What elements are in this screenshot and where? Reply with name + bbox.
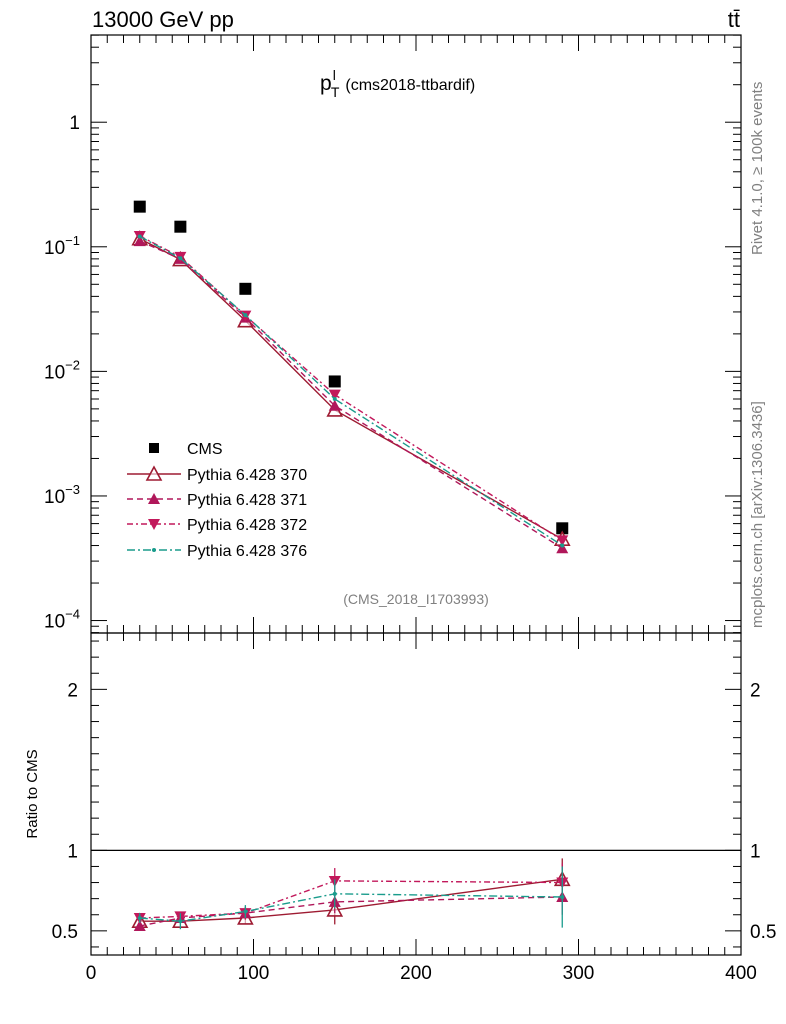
ratio-series-layer (131, 858, 571, 932)
legend-label-370: Pythia 6.428 370 (187, 467, 307, 484)
ratio-line-3 (139, 893, 563, 922)
legend-label-372: Pythia 6.428 372 (187, 517, 307, 534)
ratio-y-tick-labels: 0.5 1 2 0.5 1 2 (52, 680, 777, 943)
point-s4-1 (178, 256, 183, 261)
process-label: tt̄ (728, 7, 740, 32)
ratio-point-s3-4 (560, 895, 565, 900)
ratio-ytick-left-1: 1 (67, 841, 78, 862)
ratio-ytick-right-1: 1 (750, 841, 761, 862)
legend-symbol-2 (148, 493, 160, 504)
legend-label-371: Pythia 6.428 371 (187, 492, 307, 509)
ratio-point-s1-0 (133, 920, 146, 932)
point-s0-2 (239, 282, 252, 295)
ytick-label-1: 1 (69, 113, 80, 134)
ratio-point-s3-1 (178, 919, 183, 924)
xtick-label-200: 200 (400, 963, 432, 984)
point-s0-0 (133, 200, 146, 213)
ratio-line-0 (139, 878, 563, 922)
ratio-line-1 (139, 896, 563, 927)
xtick-label-300: 300 (563, 963, 595, 984)
ratio-point-s3-3 (332, 891, 337, 896)
energy-label: 13000 GeV pp (92, 7, 234, 32)
ytick-label-1e-4: 10−4 (44, 607, 80, 633)
ratio-ytick-left-2: 2 (67, 680, 78, 701)
ratio-line-2 (139, 880, 563, 919)
legend-symbol-4 (152, 548, 156, 552)
ytick-label-1e-2: 10−2 (44, 357, 80, 383)
legend-label-376: Pythia 6.428 376 (187, 543, 307, 560)
point-s0-1 (174, 220, 187, 233)
point-s4-0 (137, 234, 142, 239)
point-s4-2 (243, 313, 248, 318)
point-s3-3 (328, 389, 341, 401)
series-line-3 (139, 235, 563, 541)
x-tick-labels: 0 100 200 300 400 (86, 963, 757, 984)
point-s2-3 (328, 399, 341, 411)
point-s2-4 (556, 542, 569, 554)
ratio-y-axis-label: Ratio to CMS (24, 749, 41, 838)
ratio-ytick-left-0.5: 0.5 (52, 922, 78, 943)
legend-symbol-0 (149, 443, 159, 453)
point-s4-4 (560, 543, 565, 548)
ratio-point-s3-2 (243, 909, 248, 914)
x-axis-ticks (90, 35, 742, 955)
legend: CMS Pythia 6.428 370 Pythia 6.428 371 Py… (127, 441, 307, 560)
legend-symbol-1 (145, 465, 163, 481)
xtick-label-100: 100 (238, 963, 270, 984)
main-series-layer (131, 200, 571, 554)
ratio-ytick-right-0.5: 0.5 (750, 922, 776, 943)
legend-symbols (127, 443, 181, 552)
ratio-point-s3-0 (137, 915, 142, 920)
ytick-label-1e-1: 10−1 (44, 233, 80, 259)
point-s3-4 (556, 535, 569, 547)
point-s0-3 (328, 375, 341, 388)
legend-label-cms: CMS (187, 441, 223, 458)
legend-symbol-3 (148, 519, 160, 530)
main-y-tick-labels: 1 10−1 10−2 10−3 10−4 (44, 113, 80, 632)
plot-title: pl T (cms2018-ttbardif) (320, 67, 475, 100)
xtick-label-0: 0 (86, 963, 97, 984)
mcplots-label: mcplots.cern.ch [arXiv:1306.3436] (749, 401, 766, 628)
ratio-axis-ticks (91, 640, 741, 948)
point-s0-4 (556, 522, 569, 535)
ratio-ytick-right-2: 2 (750, 680, 761, 701)
xtick-label-400: 400 (725, 963, 757, 984)
point-s4-3 (332, 397, 337, 402)
ytick-label-1e-3: 10−3 (44, 482, 80, 508)
ratio-plot-frame (90, 632, 742, 956)
rivet-version-label: Rivet 4.1.0, ≥ 100k events (749, 82, 766, 255)
main-y-axis-ticks (91, 34, 741, 634)
analysis-id: (CMS_2018_I1703993) (343, 591, 489, 607)
